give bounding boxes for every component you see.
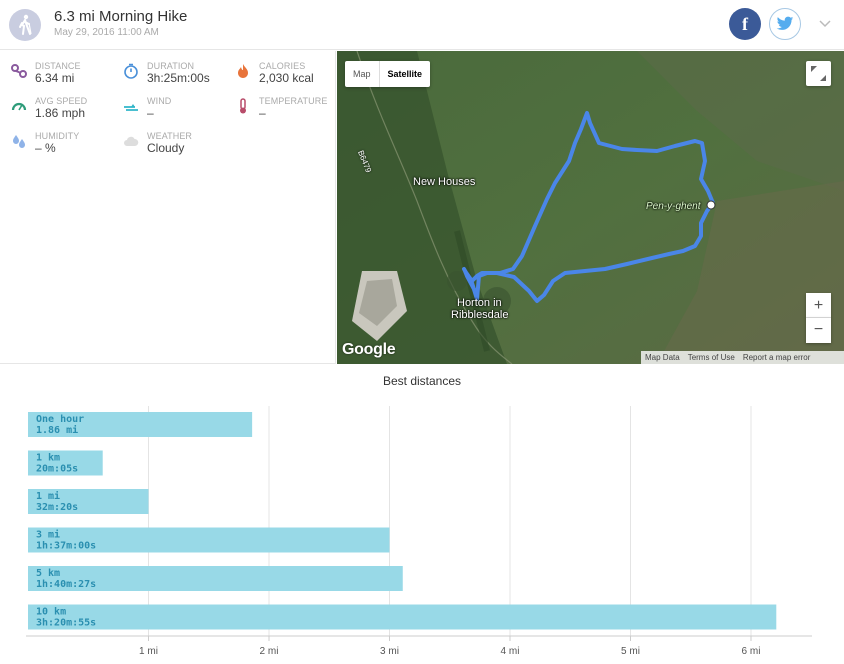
droplets-icon [13, 135, 25, 148]
stat-value: – [259, 106, 266, 120]
bar-time-label: 1.86 mi [36, 424, 78, 436]
stat-label: CALORIES [259, 61, 306, 71]
map-footer: Map Data Terms of Use Report a map error [641, 351, 844, 364]
map-type-toggle: Map Satellite [345, 61, 431, 87]
stat-duration: DURATION 3h:25m:00s [123, 61, 233, 91]
stat-temperature: TEMPERATURE – [235, 96, 345, 126]
wind-icon [124, 104, 138, 111]
flame-icon [238, 64, 248, 78]
stat-value: 3h:25m:00s [147, 71, 210, 85]
stat-label: WEATHER [147, 131, 193, 141]
stat-value: 2,030 kcal [259, 71, 314, 85]
bar-category-label: 1 mi [36, 490, 60, 502]
activity-date: May 29, 2016 11:00 AM [54, 27, 159, 38]
bar [28, 412, 253, 437]
bar [28, 527, 390, 553]
bar [28, 566, 403, 591]
bar [28, 604, 777, 630]
bar [28, 450, 103, 476]
place-label: New Houses [413, 176, 476, 188]
map-data-link[interactable]: Map Data [645, 353, 680, 362]
bar-category-label: 10 km [36, 607, 66, 618]
place-label: Horton in [457, 297, 502, 309]
stat-value: 1.86 mph [35, 106, 86, 120]
place-label: Ribblesdale [451, 309, 509, 321]
bar [28, 489, 149, 514]
stat-value: – % [35, 141, 56, 155]
bar-time-label: 32m:20s [36, 502, 78, 513]
stat-label: DISTANCE [35, 61, 81, 71]
stat-value: 6.34 mi [35, 71, 75, 85]
stat-label: AVG SPEED [35, 96, 88, 106]
zoom-out-button[interactable]: − [806, 318, 831, 343]
hiker-icon [9, 9, 41, 41]
terms-of-use-link[interactable]: Terms of Use [687, 353, 735, 362]
fullscreen-icon [811, 66, 826, 81]
activity-header: 6.3 mi Morning Hike May 29, 2016 11:00 A… [0, 0, 844, 50]
route-line [462, 111, 716, 303]
map-view-button[interactable]: Map [353, 69, 371, 79]
stat-label: TEMPERATURE [259, 96, 328, 106]
stat-label: HUMIDITY [35, 131, 80, 141]
stat-weather: WEATHER Cloudy [123, 131, 233, 161]
zoom-in-button[interactable]: + [806, 293, 831, 318]
stat-label: WIND [147, 96, 172, 106]
x-tick-label: 1 mi [139, 646, 158, 657]
chart-title: Best distances [382, 374, 462, 388]
bar-category-label: 1 km [36, 453, 60, 464]
place-label: Pen-y-ghent [646, 201, 701, 212]
stat-distance: DISTANCE 6.34 mi [11, 61, 121, 91]
bar-category-label: 3 mi [36, 529, 60, 541]
bar-time-label: 3h:20m:55s [36, 618, 96, 629]
x-tick-label: 6 mi [742, 646, 761, 657]
stats-panel: DISTANCE 6.34 mi DURATION 3h:25m:00s CAL… [0, 51, 336, 364]
twitter-icon [776, 16, 794, 30]
bar-time-label: 1h:40m:27s [36, 579, 96, 590]
stat-humidity: HUMIDITY – % [11, 131, 121, 161]
stopwatch-icon [124, 63, 138, 79]
thermometer-icon [240, 98, 246, 114]
x-tick-label: 5 mi [621, 646, 640, 657]
stat-avg-speed: AVG SPEED 1.86 mph [11, 96, 121, 126]
fullscreen-button[interactable] [806, 61, 831, 86]
route-icon [11, 64, 27, 78]
stat-calories: CALORIES 2,030 kcal [235, 61, 345, 91]
report-map-error-link[interactable]: Report a map error [742, 353, 811, 362]
cloud-icon [124, 136, 139, 146]
stat-value: – [147, 106, 154, 120]
bar-time-label: 20m:05s [36, 464, 78, 475]
bar-category-label: 5 km [36, 568, 60, 579]
activity-title: 6.3 mi Morning Hike [54, 8, 188, 25]
facebook-icon: f [742, 13, 748, 34]
bar-category-label: One hour [36, 414, 84, 425]
stat-wind: WIND – [123, 96, 233, 126]
stat-value: Cloudy [147, 141, 185, 155]
bar-time-label: 1h:37m:00s [36, 541, 96, 552]
google-logo: Google [342, 341, 396, 358]
chevron-down-icon[interactable] [817, 16, 833, 32]
x-tick-label: 3 mi [380, 646, 399, 657]
facebook-share-button[interactable]: f [729, 8, 761, 40]
stat-label: DURATION [147, 61, 195, 71]
x-tick-label: 4 mi [501, 646, 520, 657]
x-tick-label: 2 mi [260, 646, 279, 657]
twitter-share-button[interactable] [769, 8, 801, 40]
satellite-terrain [337, 51, 844, 364]
satellite-view-button[interactable]: Satellite [378, 61, 431, 87]
summit-marker [706, 200, 716, 210]
route-map[interactable]: New Houses Pen-y-ghent Horton in Ribbles… [337, 51, 844, 364]
speedometer-icon [11, 102, 27, 111]
